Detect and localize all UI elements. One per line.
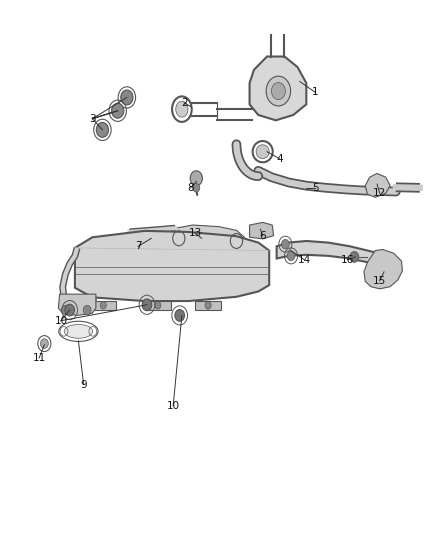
FancyBboxPatch shape	[195, 301, 221, 310]
Circle shape	[287, 251, 295, 261]
Text: 1: 1	[312, 87, 318, 97]
Circle shape	[205, 302, 211, 309]
Circle shape	[193, 183, 200, 192]
Circle shape	[155, 302, 161, 309]
Circle shape	[112, 103, 124, 118]
Circle shape	[282, 239, 289, 249]
Ellipse shape	[176, 101, 188, 117]
Circle shape	[266, 76, 290, 106]
Circle shape	[100, 302, 106, 309]
Circle shape	[175, 310, 184, 321]
Text: 10: 10	[54, 316, 67, 326]
Polygon shape	[277, 241, 398, 269]
Circle shape	[65, 304, 74, 316]
Text: 14: 14	[297, 255, 311, 264]
Text: 4: 4	[276, 154, 283, 164]
Text: 15: 15	[373, 276, 386, 286]
Circle shape	[96, 123, 109, 138]
FancyBboxPatch shape	[90, 301, 117, 310]
Polygon shape	[365, 173, 390, 197]
Ellipse shape	[64, 325, 92, 338]
Text: 13: 13	[188, 228, 201, 238]
Circle shape	[61, 305, 69, 315]
Text: 5: 5	[312, 183, 318, 193]
FancyBboxPatch shape	[145, 301, 171, 310]
Polygon shape	[175, 225, 244, 252]
Text: 8: 8	[187, 183, 194, 193]
Text: 7: 7	[135, 241, 141, 251]
Circle shape	[272, 83, 286, 100]
Text: 2: 2	[181, 98, 187, 108]
Polygon shape	[75, 231, 269, 301]
Text: 11: 11	[32, 353, 46, 363]
Circle shape	[142, 299, 152, 311]
Text: 16: 16	[341, 255, 354, 264]
Circle shape	[121, 90, 133, 105]
Polygon shape	[250, 56, 306, 120]
Circle shape	[40, 339, 48, 349]
Text: 12: 12	[373, 188, 386, 198]
Polygon shape	[364, 249, 403, 289]
Text: 9: 9	[80, 379, 87, 390]
Text: 3: 3	[89, 114, 95, 124]
Polygon shape	[58, 294, 96, 316]
Circle shape	[190, 171, 202, 185]
Text: 6: 6	[259, 231, 266, 241]
Circle shape	[350, 252, 359, 262]
Text: 10: 10	[166, 401, 180, 411]
Polygon shape	[250, 222, 274, 239]
Ellipse shape	[256, 145, 269, 159]
Circle shape	[83, 305, 91, 315]
